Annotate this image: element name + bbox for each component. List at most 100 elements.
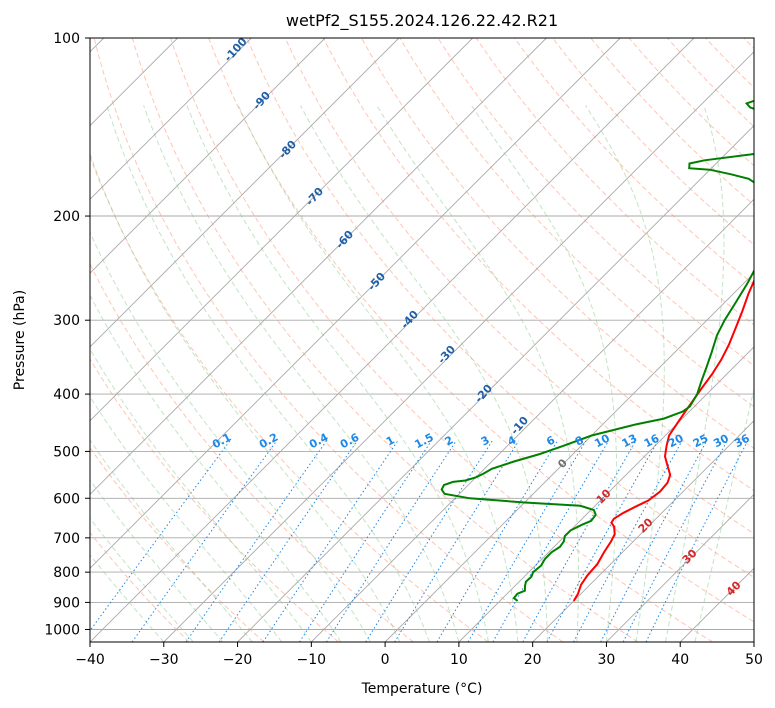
moist-adiabat-line — [90, 479, 224, 642]
mixing-ratio-label: 25 — [691, 432, 711, 451]
x-tick-label: 30 — [598, 652, 616, 668]
dry-adiabat-line — [361, 38, 754, 449]
mixing-ratio-line — [522, 440, 637, 642]
moist-adiabat-line — [90, 395, 283, 642]
moist-adiabat-line — [90, 294, 342, 642]
y-tick-label: 900 — [53, 595, 80, 611]
x-tick-label: −40 — [75, 652, 105, 668]
dry-adiabat-line — [284, 38, 754, 535]
isotherm-line — [90, 38, 695, 642]
x-tick-label: −10 — [297, 652, 327, 668]
mixing-ratio-label: 1 — [384, 433, 397, 448]
y-tick-label: 600 — [53, 491, 80, 507]
y-tick-label: 100 — [53, 31, 80, 47]
y-tick-label: 700 — [53, 531, 80, 547]
mixing-ratio-label: 8 — [573, 433, 586, 448]
y-axis-label: Pressure (hPa) — [12, 290, 28, 390]
mixing-ratio-label: 13 — [620, 432, 640, 451]
mixing-ratio-label: 0.4 — [307, 430, 331, 451]
dry-adiabat-line — [628, 38, 754, 167]
background-lines — [90, 38, 754, 642]
plot-frame — [89, 37, 755, 643]
moist-adiabat-line — [90, 230, 371, 642]
mixing-ratio-line — [546, 440, 659, 642]
mixing-ratio-label: 2 — [443, 433, 456, 448]
isotherm-line — [384, 272, 754, 642]
dry-adiabat-line — [322, 38, 754, 492]
moist-adiabat-line — [186, 105, 489, 642]
y-tick-label: 500 — [53, 444, 80, 460]
mixing-ratio-line — [436, 440, 558, 642]
x-tick-label: −20 — [223, 652, 253, 668]
isotherm-line — [90, 38, 252, 200]
dry-adiabat-line — [399, 38, 754, 408]
moist-adiabat-line — [106, 105, 430, 642]
dry-adiabat-line — [208, 38, 754, 623]
y-tick-label: 800 — [53, 565, 80, 581]
mixing-ratio-line — [218, 440, 358, 642]
isotherm-line — [532, 420, 754, 642]
isotherm-line — [90, 38, 326, 274]
dry-adiabat-line — [90, 358, 339, 642]
isotherm-line — [163, 51, 754, 642]
profile-line — [572, 278, 754, 602]
mixing-ratio-line — [394, 440, 520, 642]
mixing-ratio-line — [131, 440, 278, 642]
moist-adiabat-line — [90, 348, 312, 642]
moist-adiabat-line — [143, 105, 460, 642]
x-tick-label: 50 — [745, 652, 763, 668]
mixing-ratio-line — [622, 440, 728, 642]
dry-adiabat-label: -100 — [222, 35, 250, 64]
moist-adiabat-line — [237, 105, 519, 642]
y-tick-label: 400 — [53, 387, 80, 403]
moist-adiabat-line — [300, 105, 548, 642]
isotherm-line — [237, 124, 754, 642]
x-tick-label: 10 — [450, 652, 468, 668]
dry-adiabat-label: -30 — [435, 343, 458, 367]
isotherm-line — [458, 346, 754, 642]
moist-adiabat-line — [665, 105, 725, 642]
isotherm-line — [90, 38, 474, 422]
isotherm-line — [753, 641, 754, 642]
axis-ticks: −40 −30 −20 −10 0 10 20 30 40 5010020030040050060… — [44, 31, 763, 668]
mixing-ratio-line — [492, 440, 609, 642]
dry-adiabat-line — [246, 38, 754, 578]
mixing-ratio-line — [185, 440, 327, 642]
dry-adiabat-label: -40 — [398, 308, 421, 332]
mixing-ratio-label: 6 — [544, 433, 557, 448]
mixing-ratio-label: 16 — [642, 432, 662, 451]
mixing-ratio-line — [262, 440, 399, 642]
mixing-ratio-label: 36 — [732, 431, 752, 450]
x-tick-label: 20 — [524, 652, 542, 668]
moist-adiabat-label: 30 — [680, 546, 700, 566]
moist-adiabat-label: 0 — [555, 456, 570, 471]
moist-adiabat-line — [90, 439, 253, 642]
isotherm-line — [90, 38, 621, 569]
mixing-ratio-line — [299, 440, 432, 642]
dry-adiabat-line — [90, 531, 190, 642]
mixing-ratio-label: 10 — [592, 431, 612, 450]
isotherm-line — [606, 493, 754, 642]
profile-lines — [440, 99, 754, 602]
x-tick-label: 0 — [381, 652, 390, 668]
profile-line — [440, 99, 754, 602]
dry-adiabat-line — [743, 38, 754, 50]
mixing-ratio-label: 0.1 — [210, 431, 233, 452]
isotherm-line — [310, 198, 754, 642]
mixing-ratio-line — [365, 440, 493, 642]
mixing-ratio-line — [645, 440, 749, 642]
chart-title: wetPf2_S155.2024.126.22.42.R21 — [286, 11, 558, 31]
dry-adiabat-line — [552, 38, 754, 246]
mixing-ratio-line — [90, 440, 231, 632]
mixing-ratio-label: 20 — [666, 431, 686, 450]
isotherm-line — [90, 38, 547, 496]
mixing-ratio-line — [573, 440, 683, 642]
dry-adiabat-label: -20 — [472, 382, 495, 406]
x-tick-label: −30 — [149, 652, 179, 668]
mixing-ratio-label: 0.2 — [257, 431, 280, 452]
mixing-ratio-line — [467, 440, 587, 642]
dry-adiabat-line — [437, 38, 754, 367]
x-tick-label: 40 — [671, 652, 689, 668]
dry-adiabat-line — [90, 446, 265, 642]
y-tick-label: 300 — [53, 313, 80, 329]
